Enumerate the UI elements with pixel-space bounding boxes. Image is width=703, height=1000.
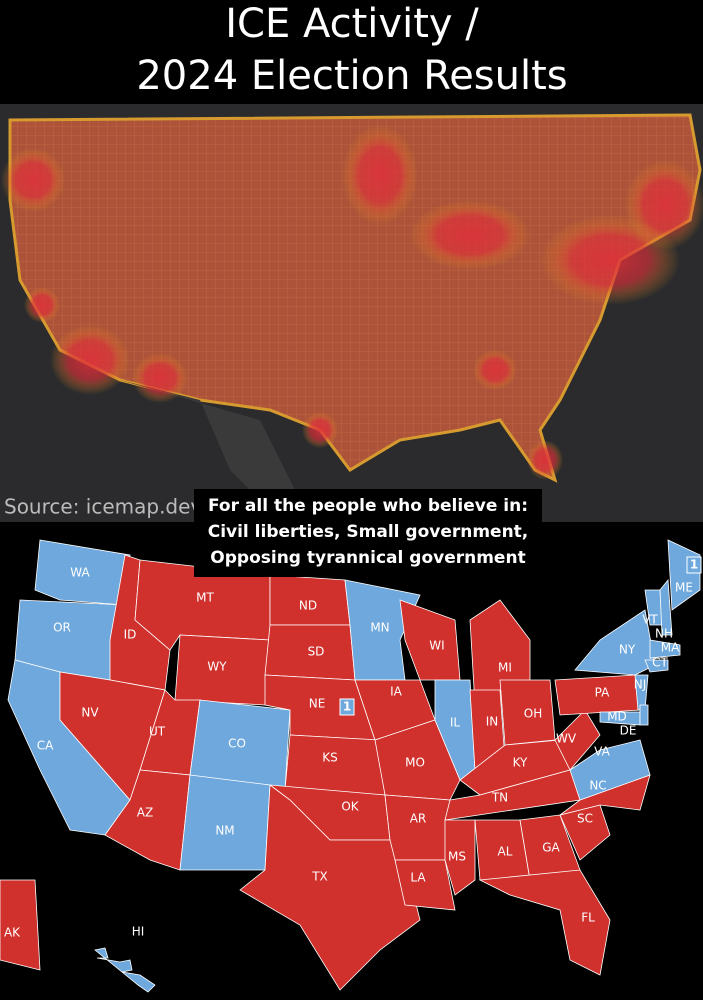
state-label: WI [429, 639, 444, 653]
state [644, 659, 669, 673]
badge-box [339, 698, 355, 716]
state-label: NJ [634, 678, 647, 692]
state-label: CO [228, 737, 246, 751]
state-label: NC [589, 779, 606, 793]
state-label: IL [450, 716, 461, 730]
state-label: MT [196, 591, 214, 605]
state-label: MA [661, 641, 680, 655]
state [639, 704, 649, 726]
badge-box [686, 556, 702, 574]
state-label: AZ [137, 806, 153, 820]
state-label: MN [370, 621, 389, 635]
state-label: MS [448, 850, 466, 864]
state-label: WA [70, 566, 90, 580]
state [94, 947, 156, 993]
state-label: ND [299, 599, 317, 613]
state [569, 739, 651, 801]
state-label: NY [619, 643, 636, 657]
title-line: 2024 Election Results [136, 53, 567, 99]
title-line: ICE Activity / [225, 1, 479, 47]
state-label: MO [405, 756, 425, 770]
state [384, 794, 451, 861]
badge-label: 1 [690, 558, 698, 572]
state-label: WY [207, 660, 227, 674]
state-label: NH [655, 627, 673, 641]
state [478, 869, 611, 976]
state-label: HI [132, 925, 145, 939]
state [284, 734, 386, 796]
state-label: AR [410, 812, 427, 826]
state-label: OH [524, 707, 542, 721]
state [34, 539, 131, 606]
election-map: WA OR CA ID NV MT WY UT AZ CO NM ND SD NE KS OK TX MN IA MO… [0, 539, 702, 993]
state [179, 774, 271, 871]
state-label: VA [594, 745, 610, 759]
state-label: AK [4, 926, 21, 940]
caption-line: Civil liberties, Small government, [208, 522, 529, 542]
state-label: GA [542, 841, 560, 855]
state-label: ME [675, 581, 693, 595]
source: Source: icemap.dev [4, 495, 202, 519]
state-label: VT [642, 613, 658, 627]
state [0, 879, 41, 971]
state-label: WV [556, 732, 577, 746]
state-label: IN [486, 715, 499, 729]
state [649, 639, 681, 659]
state-label: DE [620, 724, 637, 738]
state [374, 719, 461, 801]
state [554, 709, 601, 771]
state-label: UT [149, 725, 166, 739]
state-label: KS [322, 751, 338, 765]
state-label: TN [491, 791, 508, 805]
state-label: NE [309, 697, 326, 711]
state-label: MD [607, 710, 627, 724]
state-label: ID [124, 628, 137, 642]
state-label: TX [311, 870, 328, 884]
state-label: CA [37, 739, 54, 753]
ice-map [0, 100, 703, 522]
state-label: KY [513, 756, 528, 770]
state [659, 578, 673, 636]
state-label: IA [390, 685, 403, 699]
state-label: PA [595, 686, 610, 700]
state-label: SC [577, 812, 593, 826]
state-label: NM [215, 824, 234, 838]
state-label: OK [341, 800, 359, 814]
state [574, 609, 656, 676]
badge-label: 1 [343, 700, 351, 714]
state [444, 819, 476, 896]
state [394, 859, 456, 911]
state-label: LA [410, 871, 426, 885]
state-label: MI [498, 661, 512, 675]
caption-line: Opposing tyrannical government [210, 548, 525, 568]
state-label: AL [498, 845, 513, 859]
state-label: OR [53, 621, 71, 635]
state-label: SD [308, 645, 325, 659]
caption-line: For all the people who believe in: [208, 496, 528, 516]
caption-box [194, 489, 542, 577]
state-label: CT [652, 656, 668, 670]
state-label: FL [581, 911, 595, 925]
state-label: NV [81, 706, 99, 720]
